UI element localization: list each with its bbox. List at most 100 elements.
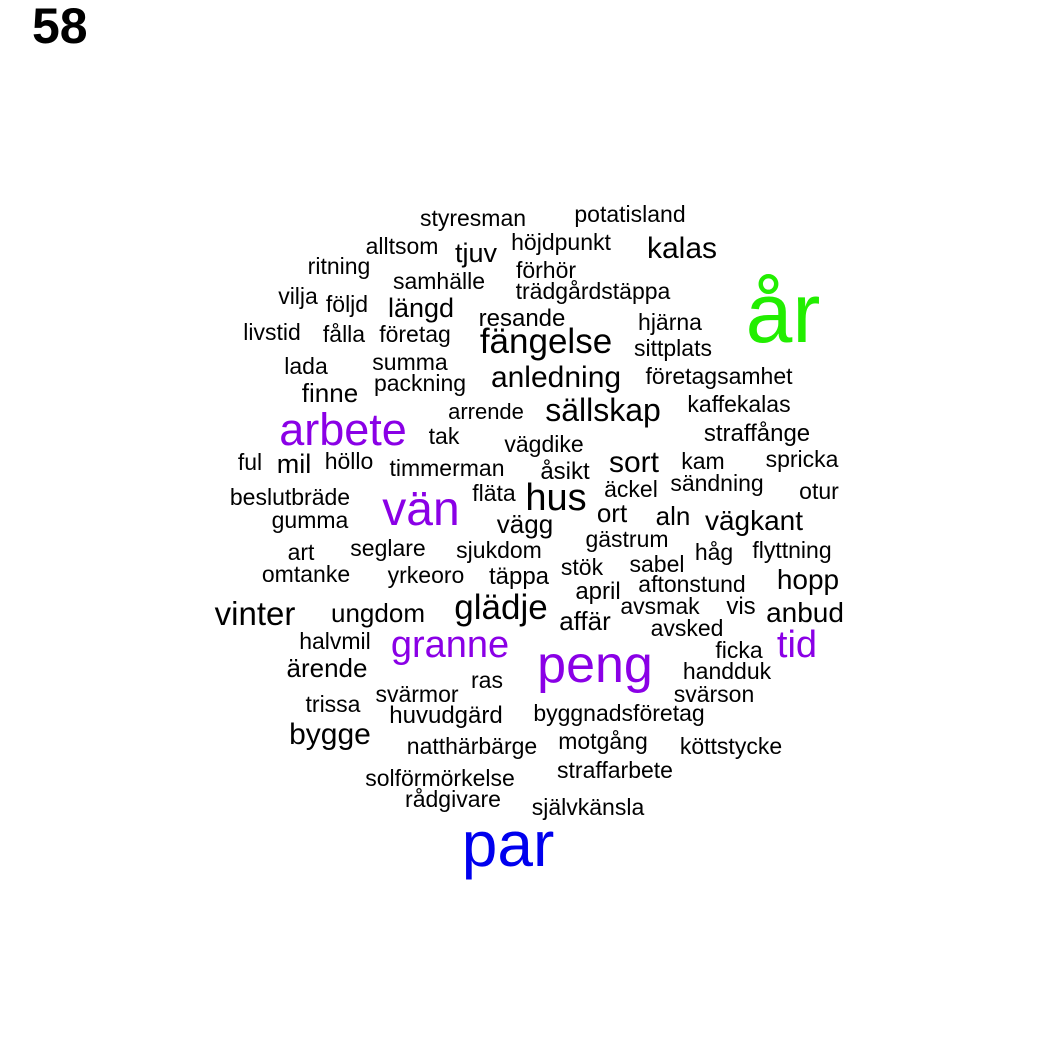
cloud-word: lada (284, 353, 328, 379)
cloud-word: vägkant (705, 505, 803, 536)
cloud-word: kam (681, 448, 724, 474)
cloud-word: april (575, 578, 620, 605)
cloud-word: summa (372, 349, 448, 375)
cloud-word: gästrum (585, 526, 668, 552)
cloud-word: art (288, 539, 315, 565)
cloud-word: mil (277, 449, 312, 479)
cloud-word: halvmil (299, 628, 371, 654)
cloud-word: handduk (683, 658, 772, 684)
cloud-word: år (746, 266, 821, 360)
cloud-word: hus (525, 477, 586, 519)
cloud-word: resande (479, 305, 566, 332)
cloud-word: arbete (279, 404, 407, 455)
cloud-word: vägg (497, 509, 553, 539)
cloud-word: sort (609, 446, 660, 479)
cloud-word: bygge (289, 718, 371, 751)
cloud-word: hopp (777, 564, 839, 595)
cloud-word: förhör (516, 257, 576, 283)
cloud-word: anbud (766, 597, 844, 628)
cloud-word: sändning (670, 470, 763, 496)
cloud-word: yrkeoro (388, 562, 465, 588)
cloud-word: täppa (489, 563, 550, 590)
cloud-word: vän (382, 483, 459, 536)
cloud-word: trissa (306, 691, 361, 717)
cloud-word: avsmak (620, 593, 700, 619)
cloud-word: arrende (448, 399, 524, 424)
cloud-word: tjuv (455, 238, 498, 268)
cloud-word: straffarbete (557, 757, 673, 783)
cloud-word: affär (559, 606, 611, 636)
cloud-word: äckel (604, 476, 658, 502)
cloud-word: byggnadsföretag (533, 700, 704, 726)
cloud-word: natthärbärge (407, 733, 537, 759)
cloud-word: granne (391, 624, 509, 666)
cloud-word: par (462, 808, 555, 880)
cloud-word: höllo (325, 448, 374, 474)
cloud-word: styresman (420, 205, 526, 231)
cloud-word: ärende (287, 653, 368, 683)
cloud-word: huvudgärd (389, 702, 502, 729)
cloud-word: svärmor (375, 681, 458, 707)
cloud-word: stök (561, 554, 604, 580)
cloud-word: köttstycke (680, 733, 782, 759)
cloud-word: avsked (651, 615, 724, 641)
cloud-word: sjukdom (456, 537, 542, 563)
cloud-word: ungdom (331, 598, 425, 628)
cloud-word: ort (597, 498, 628, 528)
cloud-word: aftonstund (638, 571, 745, 597)
cloud-word: tak (429, 423, 460, 449)
cloud-word: ficka (715, 637, 763, 663)
cloud-word: gumma (272, 507, 349, 533)
cloud-word: omtanke (262, 561, 350, 587)
cloud-word: sällskap (545, 392, 661, 428)
cloud-word: peng (537, 636, 653, 694)
cloud-word: alltsom (366, 233, 439, 259)
cloud-word: packning (374, 370, 466, 396)
cloud-word: hjärna (638, 309, 702, 335)
cloud-word: anledning (491, 361, 621, 394)
cloud-word: företagsamhet (645, 363, 793, 389)
cloud-word: vinter (215, 595, 296, 632)
cloud-word: sittplats (634, 335, 712, 361)
cloud-word: finne (302, 378, 358, 408)
cloud-word: aln (656, 501, 691, 531)
cloud-word: timmerman (389, 455, 504, 481)
cloud-word: trädgårdstäppa (516, 278, 671, 304)
cloud-word: glädje (454, 588, 547, 627)
cloud-word: tid (777, 624, 817, 666)
cloud-word: vägdike (504, 431, 583, 457)
cloud-word: straffånge (704, 420, 810, 447)
cloud-word: företag (379, 321, 451, 347)
cloud-word: ful (238, 449, 262, 475)
cloud-word: fålla (323, 321, 365, 347)
cloud-word: samhälle (393, 268, 485, 294)
cloud-word: solförmörkelse (365, 765, 515, 791)
cloud-word: svärson (674, 681, 755, 707)
cloud-word: rådgivare (405, 786, 501, 812)
cloud-word: höjdpunkt (511, 229, 611, 255)
cloud-word: kaffekalas (687, 391, 790, 417)
cloud-word: vis (726, 593, 755, 620)
page-number: 58 (32, 0, 88, 54)
cloud-word: kalas (647, 232, 717, 265)
cloud-word: potatisland (574, 201, 685, 227)
cloud-word: otur (799, 478, 839, 504)
cloud-word: följd (326, 291, 368, 317)
cloud-word: sabel (630, 551, 685, 577)
cloud-word: självkänsla (532, 794, 645, 820)
cloud-word: seglare (350, 535, 425, 561)
cloud-word: längd (388, 293, 454, 323)
word-cloud-words: styresman potatisland alltsom tjuv höjdpunkt… (215, 201, 844, 880)
cloud-word: motgång (558, 728, 648, 754)
cloud-word: fängelse (480, 322, 612, 361)
cloud-word: håg (695, 539, 733, 565)
cloud-word: ras (471, 667, 503, 693)
cloud-word: beslutbräde (230, 484, 350, 510)
cloud-word: åsikt (540, 458, 590, 485)
cloud-word: fläta (472, 480, 516, 506)
cloud-word: livstid (243, 319, 301, 345)
cloud-word: ritning (308, 253, 371, 279)
cloud-word: flyttning (752, 537, 831, 563)
cloud-word: spricka (766, 446, 839, 472)
